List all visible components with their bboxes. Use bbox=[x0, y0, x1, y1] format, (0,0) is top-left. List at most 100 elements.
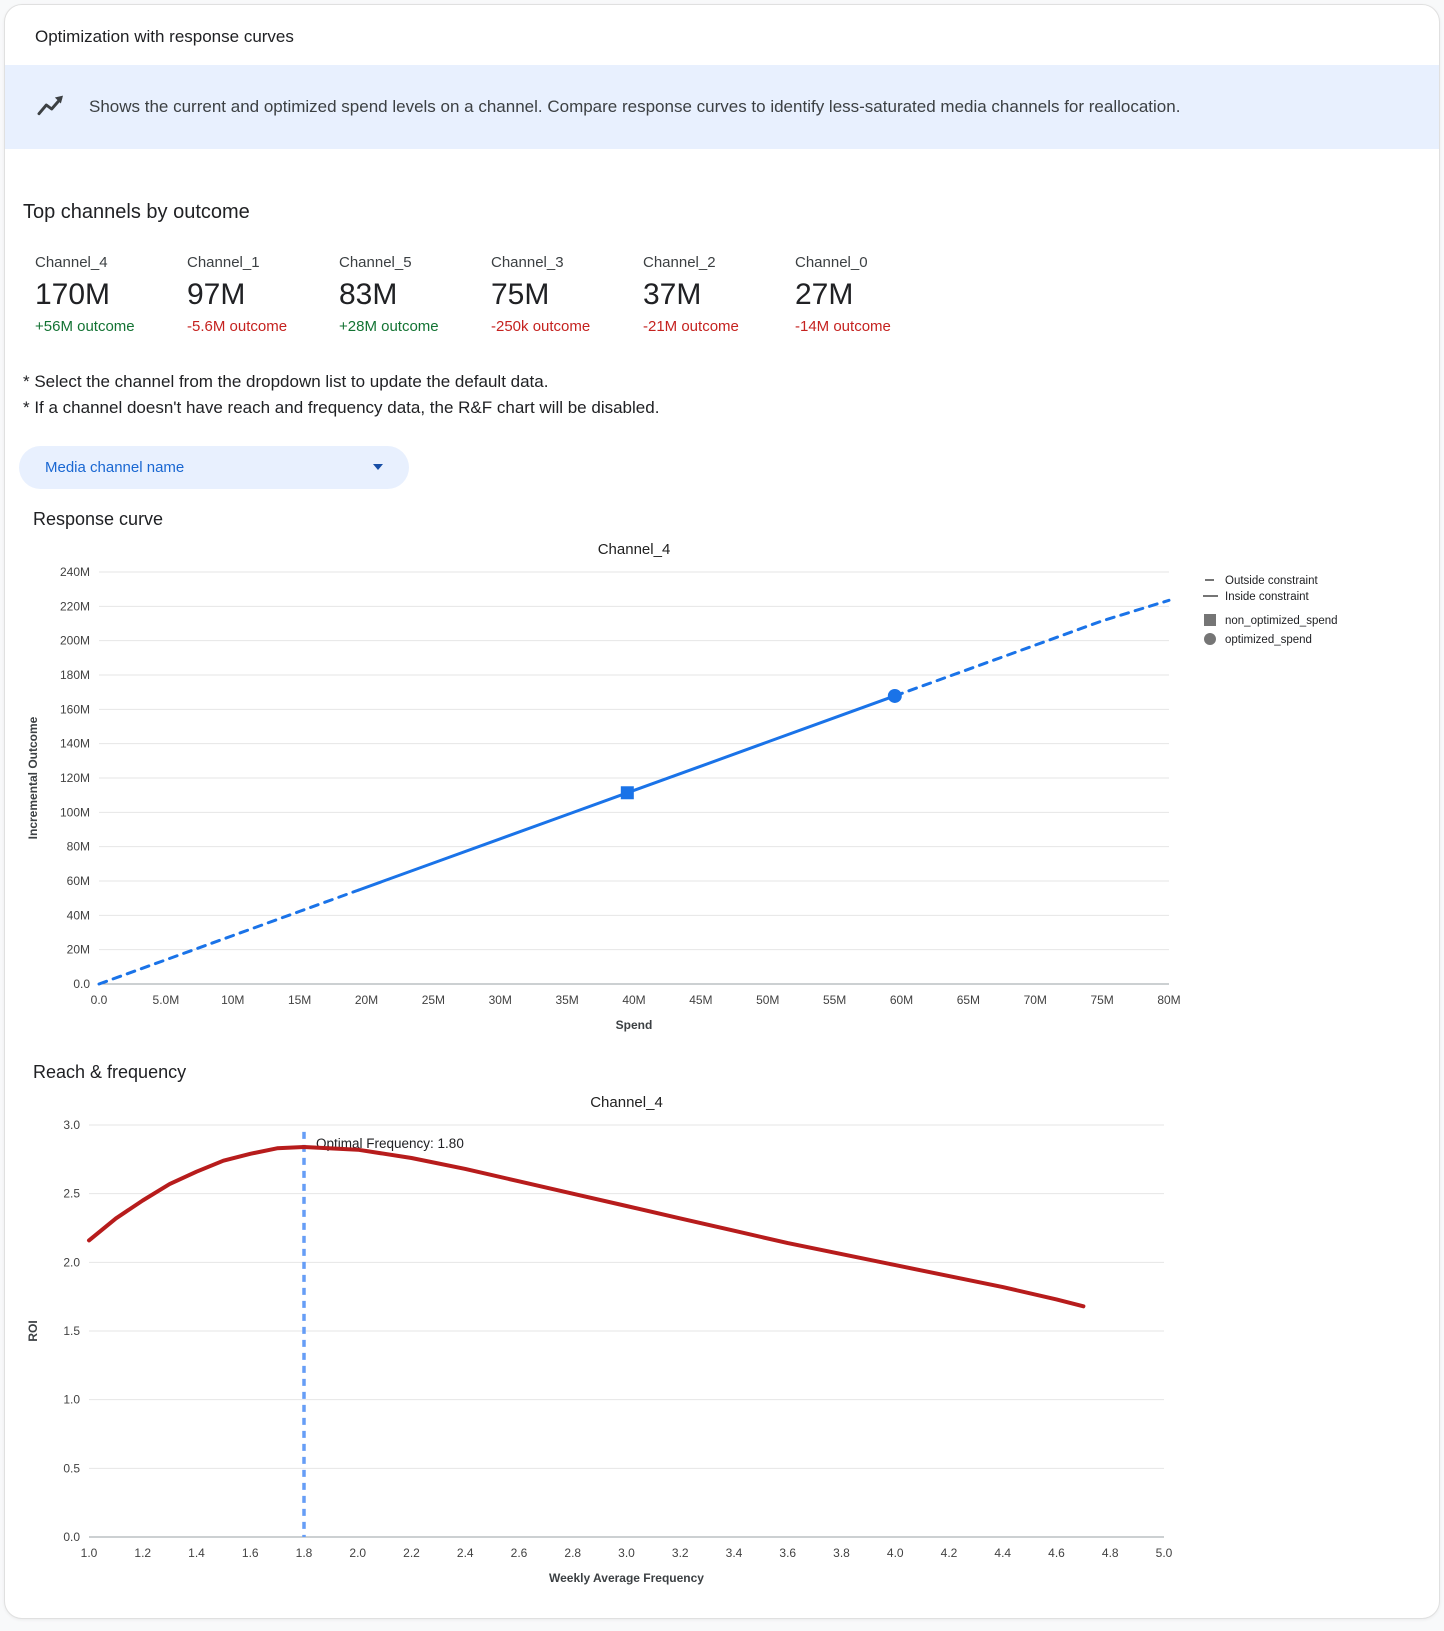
svg-text:100M: 100M bbox=[60, 805, 90, 819]
svg-text:4.8: 4.8 bbox=[1102, 1546, 1119, 1560]
dropdown-label: Media channel name bbox=[45, 458, 185, 476]
svg-text:20M: 20M bbox=[67, 942, 90, 956]
svg-text:0.5: 0.5 bbox=[63, 1461, 80, 1475]
svg-text:35M: 35M bbox=[555, 993, 578, 1007]
chevron-down-icon bbox=[373, 464, 383, 471]
page-title: Optimization with response curves bbox=[35, 27, 294, 46]
svg-text:20M: 20M bbox=[355, 993, 378, 1007]
svg-text:Spend: Spend bbox=[616, 1018, 653, 1032]
response-curve-chart-wrap: 0.0 20M 40M 60M 80M 100M 120M 140M 160M 180M 200M 2… bbox=[21, 532, 1423, 1042]
svg-text:50M: 50M bbox=[756, 993, 779, 1007]
svg-text:5.0M: 5.0M bbox=[153, 993, 180, 1007]
svg-text:2.0: 2.0 bbox=[63, 1255, 80, 1269]
response-curve-heading: Response curve bbox=[33, 508, 164, 529]
channel-value: 97M bbox=[187, 278, 246, 311]
svg-text:non_optimized_spend: non_optimized_spend bbox=[1225, 615, 1338, 627]
svg-text:70M: 70M bbox=[1024, 993, 1047, 1007]
svg-text:optimized_spend: optimized_spend bbox=[1225, 634, 1312, 646]
svg-text:4.2: 4.2 bbox=[941, 1546, 958, 1560]
channel-value: 170M bbox=[35, 278, 111, 311]
svg-text:4.0: 4.0 bbox=[887, 1546, 904, 1560]
svg-text:15M: 15M bbox=[288, 993, 311, 1007]
svg-text:3.0: 3.0 bbox=[63, 1118, 80, 1132]
svg-text:220M: 220M bbox=[60, 599, 90, 613]
channel-value: 27M bbox=[795, 278, 854, 311]
channel-outcome: +56M outcome bbox=[35, 318, 135, 335]
svg-text:40M: 40M bbox=[67, 908, 90, 922]
svg-text:3.6: 3.6 bbox=[779, 1546, 796, 1560]
svg-text:3.4: 3.4 bbox=[726, 1546, 743, 1560]
svg-text:45M: 45M bbox=[689, 993, 712, 1007]
channel-value: 83M bbox=[339, 278, 398, 311]
svg-text:1.2: 1.2 bbox=[134, 1546, 151, 1560]
channel-name: Channel_0 bbox=[795, 254, 868, 271]
svg-text:4.4: 4.4 bbox=[994, 1546, 1011, 1560]
channel-value: 37M bbox=[643, 278, 702, 311]
channel-card: Channel_0 27M -14M outcome bbox=[795, 254, 947, 335]
svg-text:3.2: 3.2 bbox=[672, 1546, 689, 1560]
svg-text:120M: 120M bbox=[60, 771, 90, 785]
svg-text:80M: 80M bbox=[1157, 993, 1180, 1007]
channel-card: Channel_5 83M +28M outcome bbox=[339, 254, 491, 335]
channel-card: Channel_3 75M -250k outcome bbox=[491, 254, 643, 335]
channel-name: Channel_4 bbox=[35, 254, 108, 271]
svg-text:1.6: 1.6 bbox=[242, 1546, 259, 1560]
footnotes: * Select the channel from the dropdown l… bbox=[21, 369, 1423, 422]
banner-text: Shows the current and optimized spend le… bbox=[89, 97, 1181, 116]
svg-text:65M: 65M bbox=[957, 993, 980, 1007]
svg-text:0.0: 0.0 bbox=[73, 977, 90, 991]
optimization-card: Optimization with response curves Shows … bbox=[4, 4, 1440, 1619]
svg-text:4.6: 4.6 bbox=[1048, 1546, 1065, 1560]
svg-text:ROI: ROI bbox=[26, 1320, 40, 1341]
svg-text:80M: 80M bbox=[67, 839, 90, 853]
channel-name: Channel_1 bbox=[187, 254, 260, 271]
channel-outcome: -21M outcome bbox=[643, 318, 739, 335]
channel-outcome: +28M outcome bbox=[339, 318, 439, 335]
media-channel-dropdown[interactable]: Media channel name bbox=[19, 445, 409, 489]
note-line: * Select the channel from the dropdown l… bbox=[23, 372, 549, 391]
top-channels-row: Channel_4 170M +56M outcome Channel_1 97… bbox=[21, 254, 1423, 335]
channel-card: Channel_1 97M -5.6M outcome bbox=[187, 254, 339, 335]
channel-name: Channel_2 bbox=[643, 254, 716, 271]
channel-card: Channel_2 37M -21M outcome bbox=[643, 254, 795, 335]
svg-text:2.6: 2.6 bbox=[511, 1546, 528, 1560]
svg-text:0.0: 0.0 bbox=[91, 993, 108, 1007]
svg-text:10M: 10M bbox=[221, 993, 244, 1007]
svg-text:60M: 60M bbox=[67, 874, 90, 888]
channel-outcome: -250k outcome bbox=[491, 318, 591, 335]
svg-text:200M: 200M bbox=[60, 633, 90, 647]
svg-text:1.4: 1.4 bbox=[188, 1546, 205, 1560]
svg-text:1.5: 1.5 bbox=[63, 1324, 80, 1338]
svg-text:Weekly Average Frequency: Weekly Average Frequency bbox=[549, 1571, 704, 1585]
svg-text:140M: 140M bbox=[60, 736, 90, 750]
channel-name: Channel_5 bbox=[339, 254, 412, 271]
svg-text:1.0: 1.0 bbox=[63, 1392, 80, 1406]
svg-text:5.0: 5.0 bbox=[1156, 1546, 1173, 1560]
reach-frequency-chart-wrap: 0.0 0.5 1.0 1.5 2.0 2.5 3.0 1.0 1.2 1.4 1.6 1.8 2.0 2… bbox=[21, 1085, 1423, 1590]
svg-text:Outside constraint: Outside constraint bbox=[1225, 575, 1318, 587]
svg-text:180M: 180M bbox=[60, 668, 90, 682]
svg-text:2.4: 2.4 bbox=[457, 1546, 474, 1560]
svg-text:240M: 240M bbox=[60, 565, 90, 579]
svg-text:1.8: 1.8 bbox=[296, 1546, 313, 1560]
trend-line-icon bbox=[35, 91, 67, 123]
svg-text:2.2: 2.2 bbox=[403, 1546, 420, 1560]
channel-name: Channel_3 bbox=[491, 254, 564, 271]
channel-outcome: -5.6M outcome bbox=[187, 318, 288, 335]
response-curve-chart: 0.0 20M 40M 60M 80M 100M 120M 140M 160M 180M 200M 2… bbox=[26, 541, 1338, 1032]
svg-text:Channel_4: Channel_4 bbox=[590, 1094, 663, 1111]
channel-value: 75M bbox=[491, 278, 550, 311]
svg-text:55M: 55M bbox=[823, 993, 846, 1007]
info-banner: Shows the current and optimized spend le… bbox=[5, 65, 1439, 149]
top-channels-heading: Top channels by outcome bbox=[23, 201, 250, 223]
svg-text:75M: 75M bbox=[1090, 993, 1113, 1007]
reach-frequency-heading: Reach & frequency bbox=[33, 1061, 187, 1082]
svg-text:2.5: 2.5 bbox=[63, 1186, 80, 1200]
svg-text:Channel_4: Channel_4 bbox=[598, 541, 671, 558]
svg-text:Inside constraint: Inside constraint bbox=[1225, 591, 1310, 603]
svg-text:3.8: 3.8 bbox=[833, 1546, 850, 1560]
svg-text:40M: 40M bbox=[622, 993, 645, 1007]
svg-text:2.8: 2.8 bbox=[564, 1546, 581, 1560]
svg-text:1.0: 1.0 bbox=[81, 1546, 98, 1560]
svg-text:25M: 25M bbox=[422, 993, 445, 1007]
